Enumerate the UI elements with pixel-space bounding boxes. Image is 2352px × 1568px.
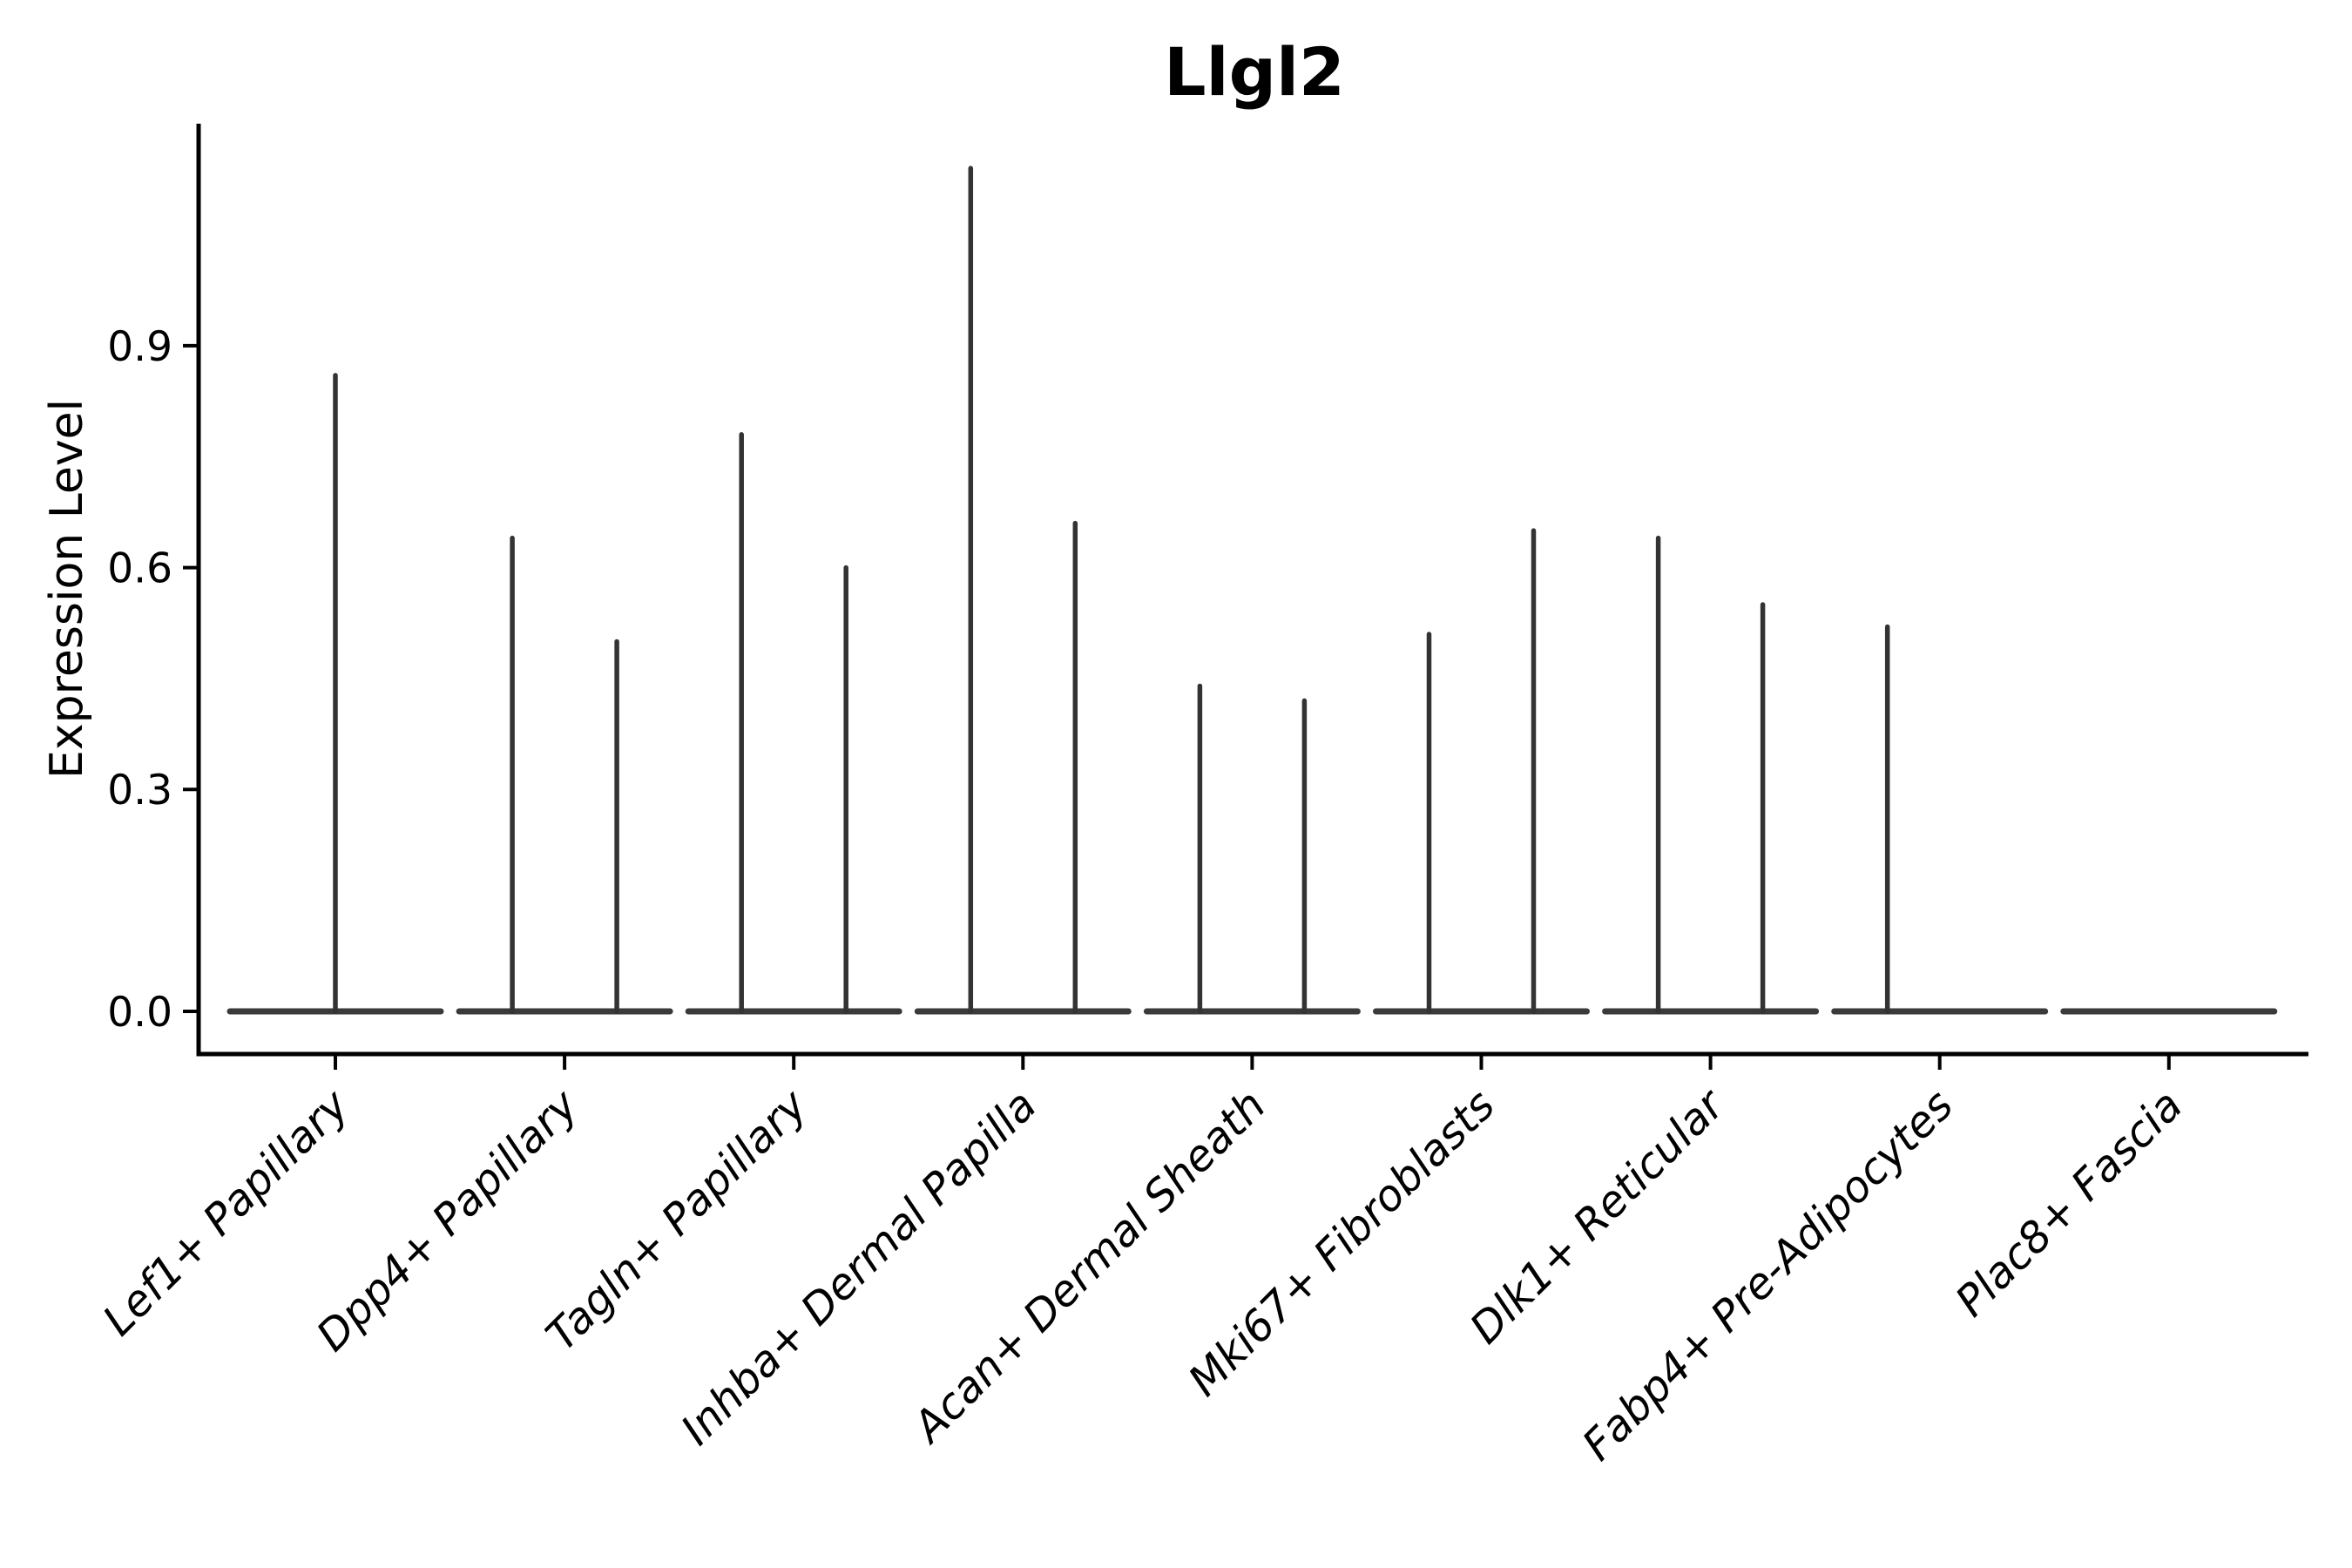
x-tick-label: Dlk1+ Reticular bbox=[1461, 1078, 1735, 1353]
y-axis-label: Expression Level bbox=[41, 398, 93, 780]
y-tick-label: 0.0 bbox=[107, 989, 172, 1037]
x-tick-label: Fabp4+ Pre-Adipocytes bbox=[1573, 1080, 1963, 1470]
plot-title: Llgl2 bbox=[1164, 33, 1345, 111]
x-tick-label: Plac8+ Fascia bbox=[1946, 1080, 2192, 1326]
x-tick-label: Lef1+ Papillary bbox=[93, 1079, 359, 1345]
y-tick-label: 0.9 bbox=[107, 323, 172, 371]
y-tick-label: 0.3 bbox=[107, 767, 172, 814]
y-tick-label: 0.6 bbox=[107, 545, 172, 593]
